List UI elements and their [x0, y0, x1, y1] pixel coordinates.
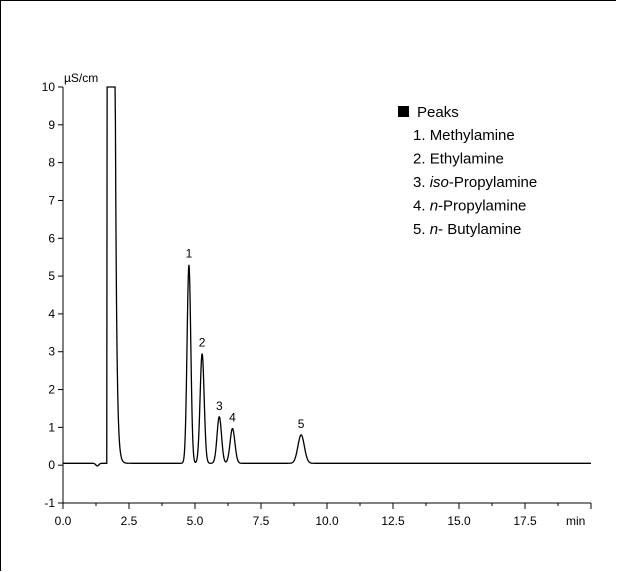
- y-tick-label: 6: [48, 231, 55, 245]
- y-tick-label: 2: [48, 383, 55, 397]
- legend-entries: 1. Methylamine 2. Ethylamine 3. iso-Propyl…: [413, 127, 537, 238]
- legend-entry: 3. iso-Propylamine: [413, 174, 537, 191]
- peak-label: 2: [199, 336, 206, 350]
- chromatogram-series-line: [63, 86, 591, 467]
- legend-entry: 2. Ethylamine: [413, 151, 504, 168]
- legend-square-icon: [398, 106, 409, 117]
- peak-label: 4: [229, 410, 236, 424]
- y-tick-label: 5: [48, 269, 55, 283]
- y-tick-label: 4: [48, 307, 55, 321]
- legend-entry: 4. n-Propylamine: [413, 198, 526, 215]
- x-tick-label: 10.0: [315, 514, 339, 528]
- peak-label: 1: [186, 247, 193, 261]
- y-tick-label: 0: [48, 458, 55, 472]
- y-tick-label: -1: [44, 496, 55, 510]
- legend-entry: 1. Methylamine: [413, 127, 515, 144]
- x-tick-label: 12.5: [381, 514, 405, 528]
- x-tick-label: 15.0: [447, 514, 471, 528]
- legend-entry: 5. n- Butylamine: [413, 221, 521, 238]
- y-ticks: -1 0 1 2 3 4 5 6 7 8 9 10: [42, 80, 63, 510]
- x-tick-label: 7.5: [253, 514, 270, 528]
- x-axis-label: min: [566, 514, 585, 528]
- y-tick-label: 10: [42, 80, 56, 94]
- legend: Peaks 1. Methylamine 2. Ethylamine 3. iso-…: [398, 104, 537, 238]
- y-tick-label: 1: [48, 420, 55, 434]
- x-tick-label: 5.0: [187, 514, 204, 528]
- y-tick-label: 9: [48, 118, 55, 132]
- peak-labels: 1 2 34 5: [186, 247, 305, 431]
- x-tick-label: 0.0: [55, 514, 72, 528]
- y-tick-label: 8: [48, 156, 55, 170]
- y-axis-label: µS/cm: [64, 71, 98, 85]
- y-tick-label: 7: [48, 193, 55, 207]
- peak-label: 5: [298, 417, 305, 431]
- x-ticks: 0.0 2.5 5.0 7.5 10.0 12.5 15.0 17.5: [55, 503, 592, 528]
- legend-title: Peaks: [417, 104, 459, 121]
- peak-label: 3: [216, 399, 223, 413]
- y-tick-label: 3: [48, 345, 55, 359]
- x-tick-label: 2.5: [121, 514, 138, 528]
- x-tick-label: 17.5: [513, 514, 537, 528]
